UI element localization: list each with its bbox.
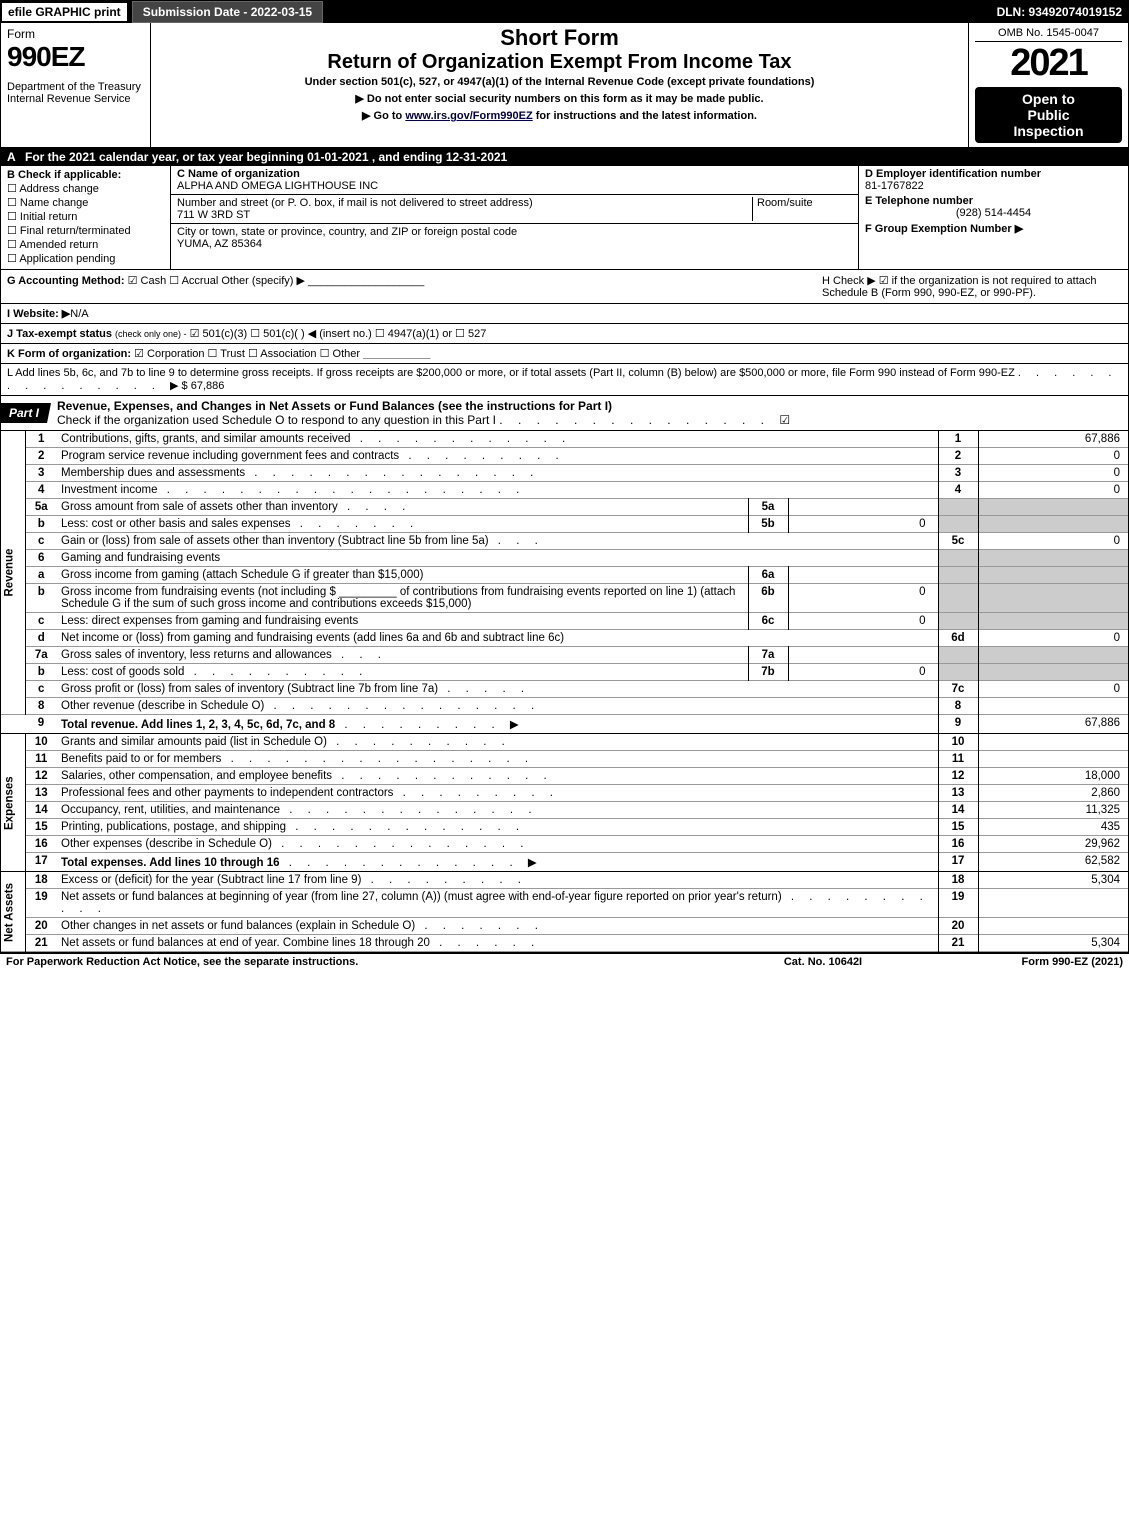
net-assets-section-label: Net Assets (1, 872, 25, 952)
addr-label: Number and street (or P. O. box, if mail… (177, 197, 752, 209)
tax-year: 2021 (975, 42, 1122, 85)
form-year-block: OMB No. 1545-0047 2021 Open to Public In… (968, 23, 1128, 147)
chk-amended-return[interactable]: Amended return (7, 238, 164, 251)
under-section: Under section 501(c), 527, or 4947(a)(1)… (157, 76, 962, 88)
instruction-line-1: ▶ Do not enter social security numbers o… (157, 92, 962, 105)
column-b-checkboxes: B Check if applicable: Address change Na… (1, 166, 171, 269)
org-name-label: C Name of organization (177, 168, 852, 180)
ein-label: D Employer identification number (865, 168, 1122, 180)
efile-print-label[interactable]: efile GRAPHIC print (1, 2, 128, 22)
row-k-form-of-org: K Form of organization: ☑ Corporation ☐ … (1, 344, 1128, 364)
form-title-block: Short Form Return of Organization Exempt… (151, 23, 968, 147)
line-9-amount: 67,886 (978, 715, 1128, 734)
room-label: Room/suite (757, 197, 852, 209)
form-header: Form 990EZ Department of the Treasury In… (1, 23, 1128, 148)
form-number-block: Form 990EZ Department of the Treasury In… (1, 23, 151, 147)
line-16-amount: 29,962 (978, 836, 1128, 853)
column-d-ein: D Employer identification number 81-1767… (858, 166, 1128, 269)
line-4-amount: 0 (978, 482, 1128, 499)
part-1-check-line: Check if the organization used Schedule … (57, 413, 496, 427)
line-1-amount: 67,886 (978, 431, 1128, 448)
row-a-tax-year: A For the 2021 calendar year, or tax yea… (1, 148, 1128, 166)
part-1-checkbox[interactable]: ☑ (779, 413, 790, 427)
submission-date-label: Submission Date - 2022-03-15 (132, 1, 323, 23)
line-5a-value (788, 499, 938, 516)
line-6b-value: 0 (788, 584, 938, 613)
line-7c-amount: 0 (978, 681, 1128, 698)
expenses-section-label: Expenses (1, 734, 25, 872)
column-c-org-info: C Name of organization ALPHA AND OMEGA L… (171, 166, 858, 269)
line-10-amount (978, 734, 1128, 751)
line-5b-value: 0 (788, 516, 938, 533)
row-g-h: G Accounting Method: Cash Accrual Other … (1, 270, 1128, 304)
irs-link[interactable]: www.irs.gov/Form990EZ (405, 110, 532, 122)
line-14-amount: 11,325 (978, 802, 1128, 819)
line-6a-value (788, 567, 938, 584)
line-2-amount: 0 (978, 448, 1128, 465)
line-12-amount: 18,000 (978, 768, 1128, 785)
ein-value: 81-1767822 (865, 180, 1122, 192)
return-title: Return of Organization Exempt From Incom… (157, 51, 962, 74)
k-options: ☑ Corporation ☐ Trust ☐ Association ☐ Ot… (134, 348, 360, 360)
group-exemption-label: F Group Exemption Number ▶ (865, 223, 1023, 235)
footer-cat-no: Cat. No. 10642I (723, 956, 923, 968)
short-form-label: Short Form (157, 25, 962, 51)
phone-label: E Telephone number (865, 195, 1122, 207)
website-value: N/A (70, 308, 88, 320)
top-bar: efile GRAPHIC print Submission Date - 20… (1, 1, 1128, 23)
dln-label: DLN: 93492074019152 (991, 3, 1128, 21)
row-j-tax-exempt: J Tax-exempt status (check only one) - ☑… (1, 324, 1128, 344)
line-18-amount: 5,304 (978, 872, 1128, 889)
row-i-website: I Website: ▶N/A (1, 304, 1128, 324)
chk-address-change[interactable]: Address change (7, 182, 164, 195)
city-label: City or town, state or province, country… (177, 226, 852, 238)
omb-number: OMB No. 1545-0047 (975, 27, 1122, 42)
line-20-amount (978, 918, 1128, 935)
g-other: Other (specify) ▶ (221, 275, 305, 287)
line-6c-value: 0 (788, 613, 938, 630)
addr-value: 711 W 3RD ST (177, 209, 752, 221)
chk-name-change[interactable]: Name change (7, 196, 164, 209)
chk-cash[interactable]: Cash (128, 275, 167, 287)
irs-label: Internal Revenue Service (7, 93, 144, 105)
org-name: ALPHA AND OMEGA LIGHTHOUSE INC (177, 180, 852, 192)
l-amount: ▶ $ 67,886 (170, 380, 224, 392)
instruction-line-2: ▶ Go to www.irs.gov/Form990EZ for instru… (157, 109, 962, 122)
footer-left: For Paperwork Reduction Act Notice, see … (6, 956, 723, 968)
part-1-label: Part I (1, 403, 51, 423)
city-value: YUMA, AZ 85364 (177, 238, 852, 250)
line-5c-amount: 0 (978, 533, 1128, 550)
line-6d-amount: 0 (978, 630, 1128, 647)
dept-treasury: Department of the Treasury (7, 81, 144, 93)
h-schedule-b: H Check ▶ ☑ if the organization is not r… (822, 274, 1122, 299)
part-1-title: Revenue, Expenses, and Changes in Net As… (57, 399, 612, 413)
line-7b-value: 0 (788, 664, 938, 681)
line-17-amount: 62,582 (978, 853, 1128, 872)
chk-final-return[interactable]: Final return/terminated (7, 224, 164, 237)
inspection-box: Open to Public Inspection (975, 87, 1122, 143)
phone-value: (928) 514-4454 (865, 207, 1122, 219)
g-label: G Accounting Method: (7, 275, 125, 287)
line-11-amount (978, 751, 1128, 768)
revenue-section-label: Revenue (1, 431, 25, 715)
line-13-amount: 2,860 (978, 785, 1128, 802)
line-8-amount (978, 698, 1128, 715)
section-b-c-d: B Check if applicable: Address change Na… (1, 166, 1128, 270)
line-21-amount: 5,304 (978, 935, 1128, 952)
row-l-gross-receipts: L Add lines 5b, 6c, and 7b to line 9 to … (1, 364, 1128, 396)
line-15-amount: 435 (978, 819, 1128, 836)
line-7a-value (788, 647, 938, 664)
chk-accrual[interactable]: Accrual (169, 275, 218, 287)
chk-initial-return[interactable]: Initial return (7, 210, 164, 223)
footer-form-id: Form 990-EZ (2021) (923, 956, 1123, 968)
part-1-table: Revenue 1 Contributions, gifts, grants, … (1, 431, 1128, 952)
part-1-header: Part I Revenue, Expenses, and Changes in… (1, 396, 1128, 431)
form-number: 990EZ (7, 41, 144, 73)
chk-application-pending[interactable]: Application pending (7, 252, 164, 265)
form-word: Form (7, 27, 144, 41)
page-footer: For Paperwork Reduction Act Notice, see … (0, 953, 1129, 970)
j-options: ☑ 501(c)(3) ☐ 501(c)( ) ◀ (insert no.) ☐… (190, 328, 487, 340)
line-3-amount: 0 (978, 465, 1128, 482)
line-19-amount (978, 889, 1128, 918)
